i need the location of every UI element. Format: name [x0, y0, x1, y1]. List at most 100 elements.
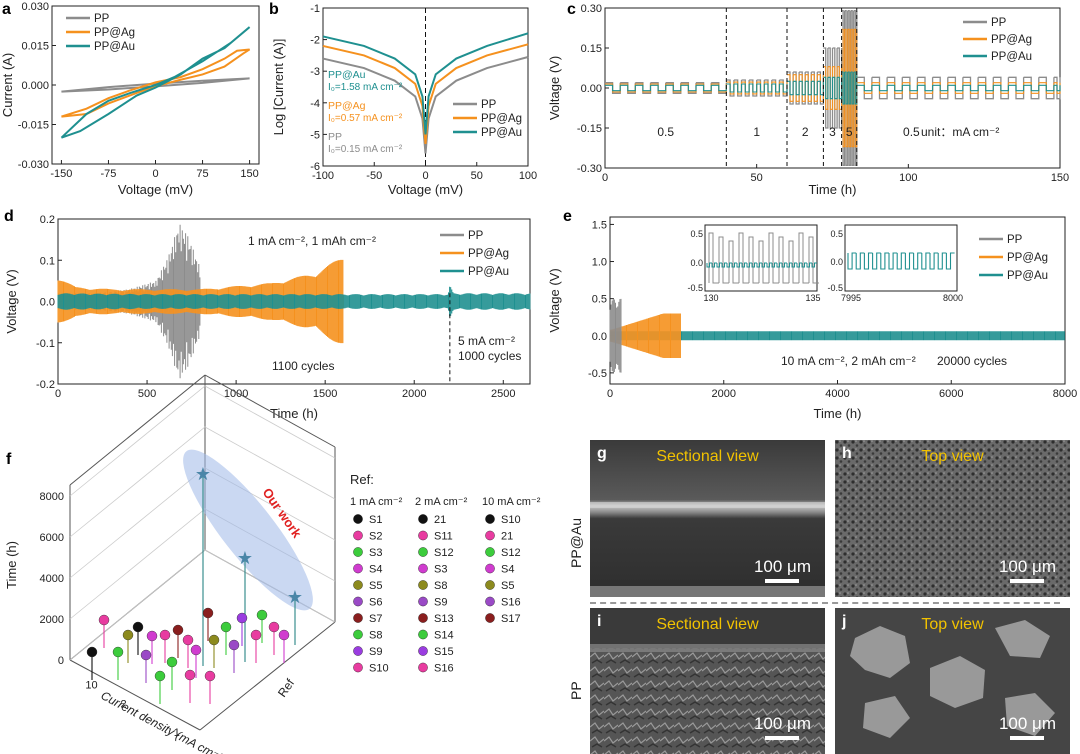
y-tick-label: 0.2: [40, 214, 55, 226]
scale-bar-h: 100 μm: [999, 557, 1056, 583]
chart-d: 0 500 1000 1500 2000 2500 -0.2 -0.1 0.0 0.1 0.2 Tim…: [4, 208, 531, 421]
inset-2-xtick: 8000: [943, 293, 963, 303]
stage-label: 5: [846, 125, 853, 139]
x-tick-label: 150: [1051, 172, 1069, 184]
legend-label-PP@Au: PP@Au: [481, 127, 522, 139]
exchange-current-label: PP@Au: [328, 69, 366, 81]
series-band-PP@Au: [57, 286, 531, 317]
ref-ball: [236, 612, 248, 624]
ref-column-header: 2 mA cm⁻²: [415, 496, 468, 508]
x-tick-label: 0: [602, 172, 608, 184]
y-tick-label: 0.1: [40, 255, 55, 267]
ref-legend-label: S6: [369, 597, 382, 609]
ref-legend-label: S8: [434, 580, 447, 592]
ref-legend-label: S4: [501, 564, 514, 576]
ref-ball: [278, 629, 290, 641]
series-line-PP@Ag: [322, 43, 529, 144]
ref-legend-label: S1: [369, 514, 382, 526]
ref-legend-label: S3: [434, 564, 447, 576]
ref-legend-ball: [418, 514, 428, 524]
scale-bar-i: 100 μm: [754, 714, 811, 740]
ref-legend-ball: [418, 530, 428, 541]
ref-legend-ball: [418, 547, 428, 557]
x-tick-label: 0: [55, 388, 61, 400]
rate-change-condition: 5 mA cm⁻²: [458, 334, 515, 348]
ref-ball: [172, 624, 184, 636]
y-tick-label: -0.30: [577, 163, 602, 175]
ref-ball: [204, 670, 216, 682]
ref-legend-ball: [418, 580, 428, 590]
unit-label: unit：mA cm⁻²: [921, 125, 999, 139]
y-axis-label: Current (A): [0, 53, 15, 117]
panel-letter-i: i: [597, 613, 602, 630]
chart-b: -100 -50 0 50 100 -6 -5 -4 -3 -2 -1 Voltage (mV) Log…: [269, 1, 537, 197]
y-tick-label: -1: [310, 3, 320, 15]
ref-legend-label: S17: [501, 613, 521, 625]
ref-legend-label: S9: [434, 597, 447, 609]
x-tick-label: 2500: [491, 388, 515, 400]
legend-label-PP@Ag: PP@Ag: [991, 34, 1032, 46]
y-tick-label: -0.15: [577, 123, 602, 135]
ref-legend-label: S8: [369, 630, 382, 642]
z-tick-label: 6000: [40, 532, 64, 544]
x-axis-label: Voltage (mV): [388, 182, 463, 197]
ref-legend-label: S3: [369, 547, 382, 559]
sem-title-j: Top view: [921, 616, 984, 633]
ref-legend-label: S10: [501, 514, 521, 526]
y-tick-label: 0.30: [581, 3, 602, 15]
x-tick-label: 8000: [1053, 388, 1077, 400]
legend-label-PP: PP: [468, 230, 484, 242]
y-axis-label: Voltage (V): [547, 268, 562, 332]
x-tick-label: -100: [312, 170, 334, 182]
ref-legend-label: S7: [369, 613, 382, 625]
ref-ball: [166, 656, 178, 668]
our-work-star: ★: [237, 548, 253, 568]
ref-legend-ball: [418, 646, 428, 656]
sem-panel-j: j Top view 100 μm: [835, 608, 1070, 754]
series-wave-PP@Ag: [605, 28, 1061, 148]
ref-legend-ball: [353, 563, 363, 574]
ref-legend-label: S2: [369, 531, 382, 543]
inset-1-ytick: -0.5: [687, 283, 703, 293]
ref-legend-label: S16: [501, 597, 521, 609]
stage-label: 2: [802, 125, 809, 139]
ref-ball: [140, 649, 152, 661]
our-work-star: ★: [195, 464, 211, 484]
chart-a: -150 -75 0 75 150 -0.030 -0.015 0.000 0.015 0.030…: [0, 1, 260, 197]
x-tick-label: 2000: [402, 388, 426, 400]
exchange-current-label: PP@Ag: [328, 100, 366, 112]
y-tick-label: -0.015: [18, 120, 49, 132]
y-tick-label: 0.5: [592, 294, 607, 306]
x-tick-label: -50: [366, 170, 382, 182]
ref-legend-label: S10: [369, 663, 389, 675]
ref-legend-ball: [353, 596, 363, 607]
y-axis-label: Voltage (V): [547, 56, 562, 120]
ref-legend-label: S4: [369, 564, 382, 576]
z-tick-label: 0: [58, 655, 64, 667]
x-tick-label: 75: [196, 168, 208, 180]
ref-ball: [250, 629, 262, 641]
ref-legend-ball: [353, 547, 363, 557]
ref-legend-ball: [353, 613, 363, 623]
sem-title-i: Sectional view: [656, 616, 759, 633]
series-wave-PP@Au: [605, 71, 1061, 105]
ref-ball: [208, 634, 220, 646]
ref-ball: [159, 629, 171, 641]
sem-title-h: Top view: [921, 448, 984, 465]
y-tick-label: 0.0: [592, 331, 607, 343]
stage-label: 3: [829, 125, 836, 139]
y-tick-label: 0.15: [581, 43, 602, 55]
inset-1-ytick: 0.0: [690, 258, 703, 268]
exchange-current-value: I₀=0.15 mA cm⁻²: [328, 144, 403, 155]
z-axis-label: Time (h): [4, 541, 19, 589]
exchange-current-label: PP: [328, 131, 342, 143]
ref-ball: [112, 646, 124, 658]
box-edge: [69, 374, 206, 486]
ref-legend-title: Ref:: [350, 472, 374, 487]
rate-change-cycles: 1000 cycles: [458, 349, 521, 363]
ref-legend-ball: [418, 596, 428, 607]
ref-legend-ball: [353, 530, 363, 541]
x-tick-label: 100: [519, 170, 537, 182]
panel-c: 0 50 100 150 -0.30 -0.15 0.00 0.15 0.30 Time (h) V…: [545, 0, 1080, 205]
